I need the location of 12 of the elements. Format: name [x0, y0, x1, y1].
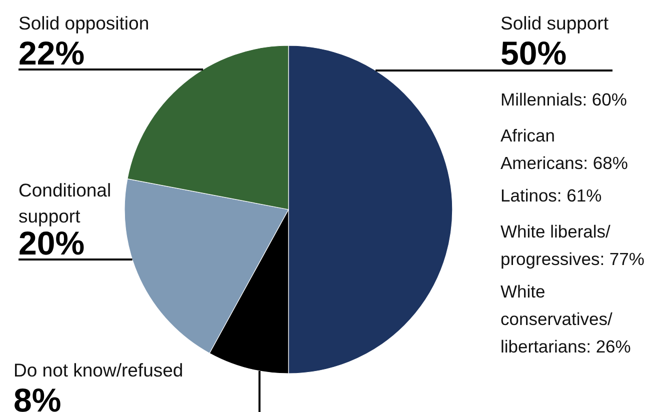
text: African Americans: 68% — [500, 126, 628, 173]
data-label: 50% — [500, 34, 567, 72]
slice-label: Solid opposition — [18, 12, 150, 34]
text: Latinos: 61% — [500, 186, 602, 206]
data-label: 8% — [14, 382, 62, 412]
text: White liberals/progressives: 77% — [500, 222, 644, 269]
text: White conservatives/libertarians: 26% — [500, 282, 631, 356]
slice-label: Do not know/refused — [14, 360, 184, 380]
slice-label: Solid support — [500, 12, 608, 34]
data-label: 22% — [18, 34, 85, 72]
text: Millennials: 60% — [500, 90, 627, 110]
slice-label: Conditional support — [18, 180, 112, 227]
